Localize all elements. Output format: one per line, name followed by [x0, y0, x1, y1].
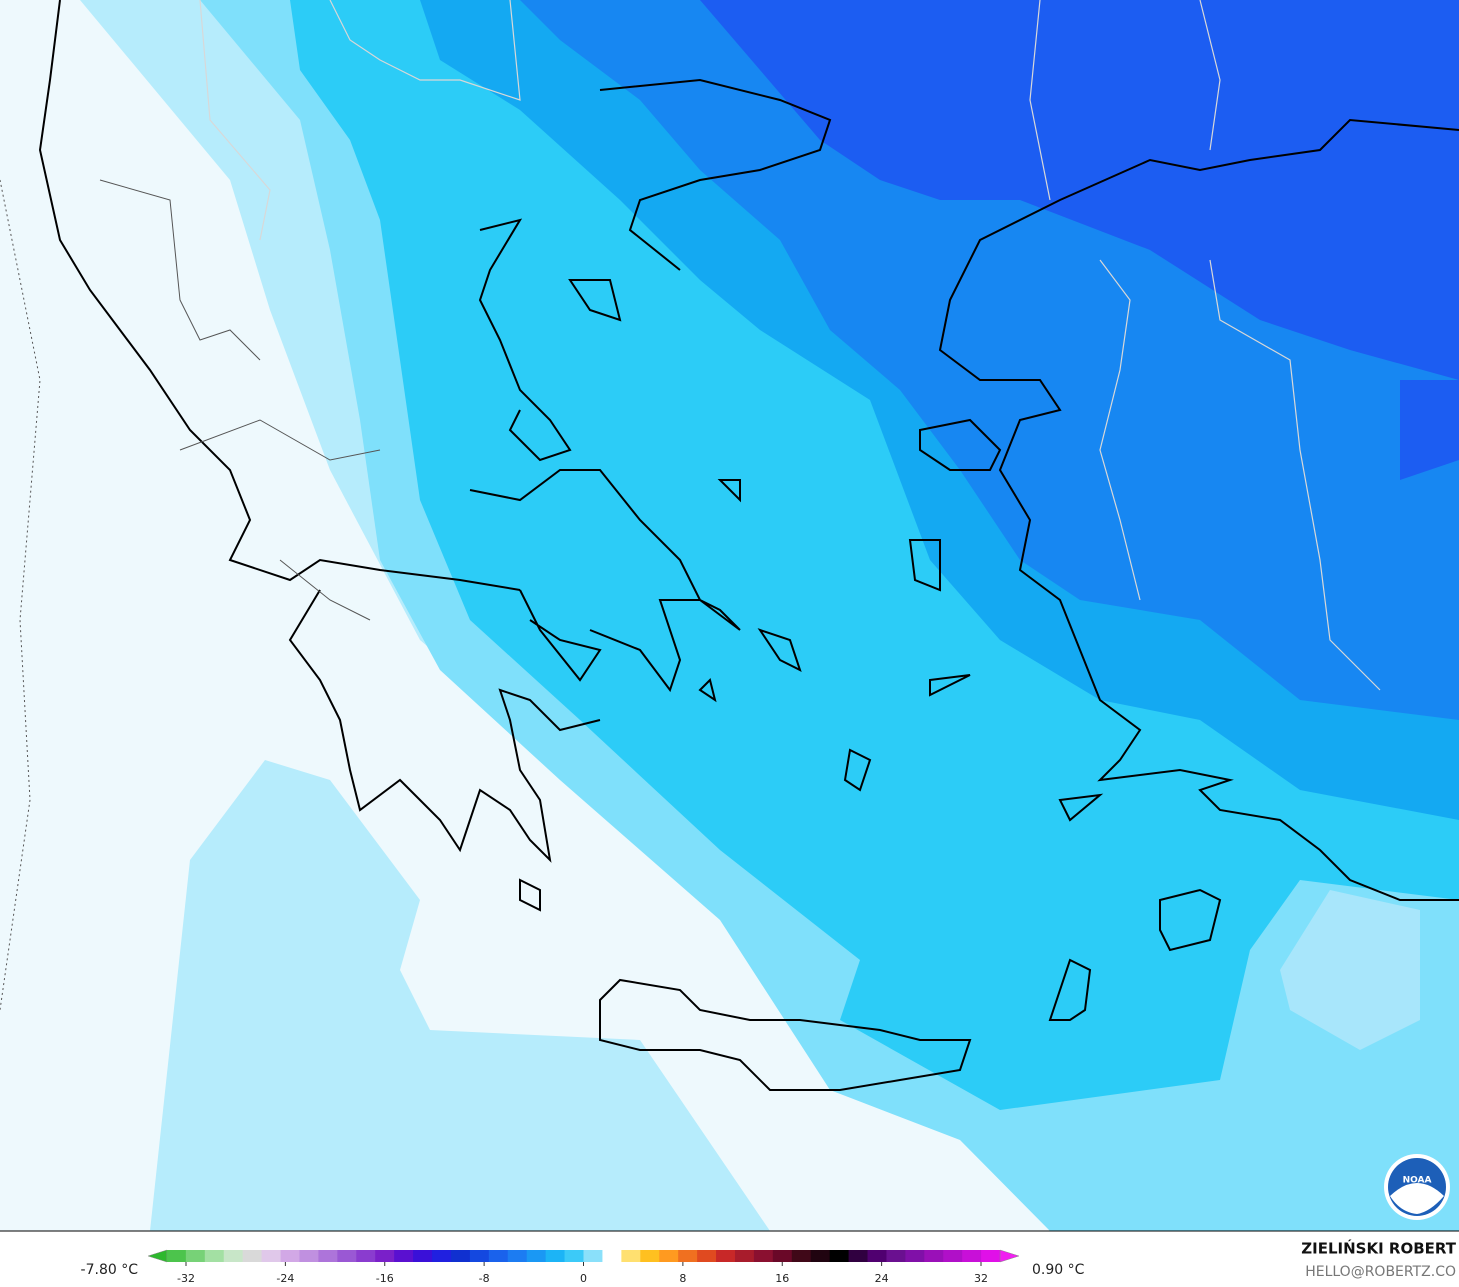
colorbar-segment	[261, 1250, 282, 1262]
colorbar-segment	[299, 1250, 319, 1262]
colorbar-segment	[621, 1250, 641, 1262]
colorbar-tick-label: -8	[479, 1272, 490, 1285]
temp-band	[700, 0, 1459, 380]
colorbar-segment	[223, 1250, 244, 1262]
logo-text: NOAA	[1403, 1176, 1432, 1186]
colorbar-segment	[394, 1250, 414, 1262]
colorbar-segment	[337, 1250, 357, 1262]
colorbar-segment	[640, 1250, 660, 1262]
colorbar-segment	[166, 1250, 187, 1262]
colorbar-tick-label: -24	[276, 1272, 294, 1285]
colorbar-segment	[507, 1250, 528, 1262]
colorbar-segment	[526, 1250, 547, 1262]
colorbar-segment	[450, 1250, 471, 1262]
crete	[599, 978, 972, 1091]
colorbar-segment	[318, 1250, 338, 1262]
border	[199, 0, 1381, 691]
colorbar-segment	[356, 1250, 376, 1262]
colorbar-segment	[488, 1250, 509, 1262]
border	[99, 179, 381, 621]
colorbar-segment	[242, 1250, 263, 1262]
colorbar-tick-label: 0	[580, 1272, 587, 1285]
colorbar-tick-label: 32	[974, 1272, 988, 1285]
island	[1159, 888, 1222, 952]
colorbar-segment	[867, 1250, 887, 1262]
temp-band	[150, 760, 770, 1231]
colorbar-segment	[924, 1250, 944, 1262]
colorbar-tick-label: 16	[775, 1272, 789, 1285]
colorbar-segment	[905, 1250, 925, 1262]
colorbar-segment	[810, 1250, 831, 1262]
colorbar-segment	[432, 1250, 452, 1262]
colorbar-end	[147, 1249, 168, 1263]
temp-band	[1400, 380, 1459, 480]
coastline	[469, 469, 741, 693]
coastline	[38, 0, 521, 591]
colorbar-segment	[659, 1250, 679, 1262]
colorbar-segment	[886, 1250, 906, 1262]
colorbar-segment	[469, 1250, 490, 1262]
colorbar-tick-label: 24	[875, 1272, 889, 1285]
noaa-logo: NOAA	[1384, 1154, 1450, 1220]
colorbar-segment	[204, 1250, 225, 1262]
colorbar-segment	[943, 1250, 963, 1262]
colorbar-segment	[734, 1250, 755, 1262]
coastline	[288, 589, 602, 863]
colorbar-segment	[678, 1250, 698, 1262]
colorbar-segment	[413, 1250, 433, 1262]
credit-name: ZIELIŃSKI ROBERT	[1301, 1239, 1456, 1258]
colorbar-segment	[697, 1250, 717, 1262]
colorbar-segment	[583, 1250, 603, 1262]
colorbar-segment	[602, 1250, 622, 1262]
colorbar-segment	[753, 1250, 774, 1262]
colorbar-segment	[564, 1250, 584, 1262]
colorbar-tick-label: -32	[177, 1272, 195, 1285]
colorbar-segment	[791, 1250, 812, 1262]
colorbar-end	[999, 1249, 1020, 1263]
temp-band	[1280, 890, 1420, 1050]
max-label: 0.90 °C	[1032, 1262, 1085, 1278]
colorbar-tick-label: 8	[679, 1272, 686, 1285]
colorbar-segment	[185, 1250, 206, 1262]
island	[519, 279, 1104, 1021]
coastline	[938, 118, 1459, 901]
colorbar-segment	[280, 1250, 300, 1262]
colorbar-segment	[545, 1250, 566, 1262]
colorbar-segment	[829, 1250, 850, 1262]
colorbar-segment	[375, 1250, 395, 1262]
sea-border	[0, 179, 41, 1011]
credit-email: HELLO@ROBERTZ.CO	[1305, 1264, 1456, 1280]
map: NOAA	[0, 0, 1459, 1231]
min-label: -7.80 °C	[81, 1262, 139, 1278]
coastline	[478, 78, 832, 462]
colorbar-segment	[981, 1250, 1001, 1262]
colorbar: -7.80 °C 0.90 °C -32 -24 -16 -8 0 8 16 24 32	[81, 1249, 1085, 1285]
colorbar-segment	[716, 1250, 736, 1262]
colorbar-segment	[962, 1250, 982, 1262]
colorbar-tick-label: -16	[376, 1272, 394, 1285]
logo-bird	[1390, 1183, 1444, 1214]
colorbar-segment	[772, 1250, 793, 1262]
colorbar-segment	[848, 1250, 869, 1262]
